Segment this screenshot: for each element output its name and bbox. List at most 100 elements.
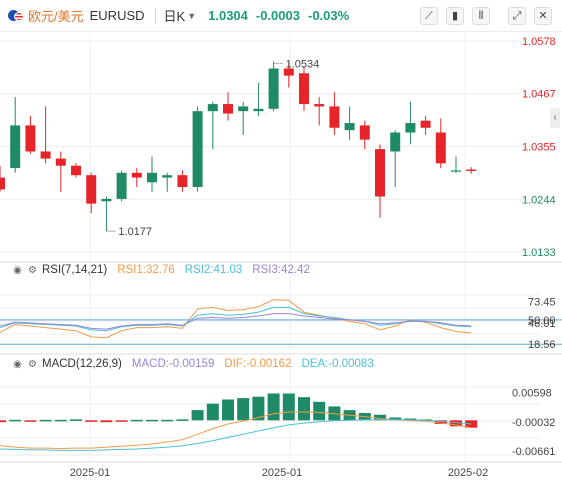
grid-1	[0, 294, 540, 348]
chevron-left-icon[interactable]: ‹	[550, 108, 560, 128]
macd-bar	[100, 420, 113, 423]
candle-body	[405, 123, 416, 133]
macd-bar	[130, 419, 143, 422]
macd-bar	[206, 403, 219, 421]
candle-body	[40, 151, 51, 159]
rsi-axis-label: 46.01	[528, 318, 556, 330]
candle-style-icon[interactable]: ⫴	[472, 7, 490, 25]
macd-bar	[115, 420, 128, 422]
candle	[466, 167, 477, 174]
candle	[223, 92, 233, 121]
macd-bar	[450, 420, 462, 427]
eye-icon[interactable]: ◉	[13, 358, 22, 370]
price-change-pct: -0.03%	[307, 8, 350, 23]
rsi1-legend: RSI1:32.76	[117, 264, 175, 276]
gear-icon[interactable]: ⚙	[28, 358, 37, 370]
eur-usd-flag-icon	[8, 10, 24, 21]
candle-body	[466, 169, 477, 171]
candle	[238, 101, 249, 135]
date-axis-label: 2025-01	[262, 467, 302, 479]
eye-icon[interactable]: ◉	[13, 264, 22, 276]
candle-body	[177, 175, 188, 188]
divider	[154, 7, 156, 24]
candle	[283, 61, 294, 88]
dif-legend: DIF:-0.00162	[224, 358, 292, 370]
candle-body	[147, 172, 157, 183]
pair-name-cn[interactable]: 欧元/美元	[28, 9, 84, 24]
draw-tool-icon[interactable]: ⟋	[420, 7, 438, 25]
price-axis-label: 1.0244	[522, 194, 556, 206]
rsi3-legend: RSI3:42.42	[252, 264, 310, 276]
macd-bar	[85, 420, 98, 422]
low-annotation: 1.0177	[118, 226, 152, 238]
candle-body	[0, 177, 5, 190]
candle	[71, 163, 81, 178]
macd-bar	[24, 420, 37, 422]
candle-body	[253, 108, 264, 112]
rsi-axis-label: 18.56	[528, 339, 556, 351]
price-axis-label: 1.0133	[522, 247, 556, 259]
candle	[405, 101, 416, 145]
candle-body	[55, 158, 66, 166]
candle-body	[451, 170, 461, 172]
candle	[177, 170, 188, 192]
candle	[162, 172, 173, 192]
dea-line	[0, 419, 472, 451]
macd-bar	[465, 420, 478, 428]
candle-body	[25, 125, 36, 152]
dif-line	[0, 411, 472, 450]
rsi-label: RSI(7,14,21)	[42, 264, 108, 276]
rsi-axis-label: 73.45	[528, 297, 556, 309]
rsi-series-RSI2	[0, 306, 472, 332]
candle	[268, 61, 279, 112]
macd-bar	[267, 393, 280, 421]
candle	[116, 170, 127, 202]
macd-label: MACD(12,26,9)	[42, 358, 122, 370]
macd-bar	[161, 419, 174, 422]
candle	[192, 106, 203, 192]
macd-axis-label: -0.00032	[512, 417, 555, 429]
chevron-down-icon[interactable]: ▼	[187, 10, 197, 21]
macd-legend: MACD:-0.00159	[131, 358, 215, 370]
rsi2-legend: RSI2:41.03	[184, 264, 243, 276]
period-selector[interactable]: 日K	[163, 9, 186, 24]
candle	[10, 96, 21, 173]
price-axis-label: 1.0355	[522, 142, 556, 154]
candle	[314, 96, 325, 126]
macd-bar	[237, 398, 250, 421]
candle-body	[238, 106, 249, 112]
macd-bar	[298, 397, 310, 421]
gear-icon[interactable]: ⚙	[28, 264, 37, 276]
candle	[25, 115, 36, 154]
macd-bar	[0, 420, 6, 423]
chart-header: 欧元/美元 EURUSD 日K ▼ 1.0304 -0.0003 -0.03% …	[0, 0, 562, 32]
close-icon[interactable]: ✕	[534, 7, 552, 25]
candle-body	[329, 106, 340, 128]
candle-body	[420, 120, 431, 128]
candle-body	[10, 125, 21, 169]
candle-body	[162, 175, 173, 178]
candle-body	[207, 104, 218, 112]
candle-body	[299, 73, 309, 105]
macd-bar	[389, 417, 402, 421]
candle-body	[101, 198, 112, 202]
price-axis-label: 1.0467	[522, 89, 556, 101]
macd-bar	[282, 393, 295, 421]
candle	[40, 106, 51, 164]
candle-body	[344, 123, 355, 131]
candle-body	[359, 125, 370, 140]
date-axis-label: 2025-01	[70, 467, 110, 479]
macd-bar	[252, 396, 265, 421]
candle	[147, 156, 157, 192]
candle	[344, 106, 355, 140]
macd-bar	[313, 401, 326, 421]
candle	[0, 165, 5, 192]
candle-body	[131, 172, 142, 178]
macd-bar	[176, 419, 189, 421]
fullscreen-icon[interactable]: ⤢	[508, 7, 526, 25]
candle	[207, 101, 218, 150]
indicator-tool-icon[interactable]: ▮	[446, 7, 464, 25]
high-annotation: 1.0534	[286, 58, 320, 70]
macd-header: ◉ ⚙ MACD(12,26,9) MACD:-0.00159 DIF:-0.0…	[12, 358, 374, 370]
